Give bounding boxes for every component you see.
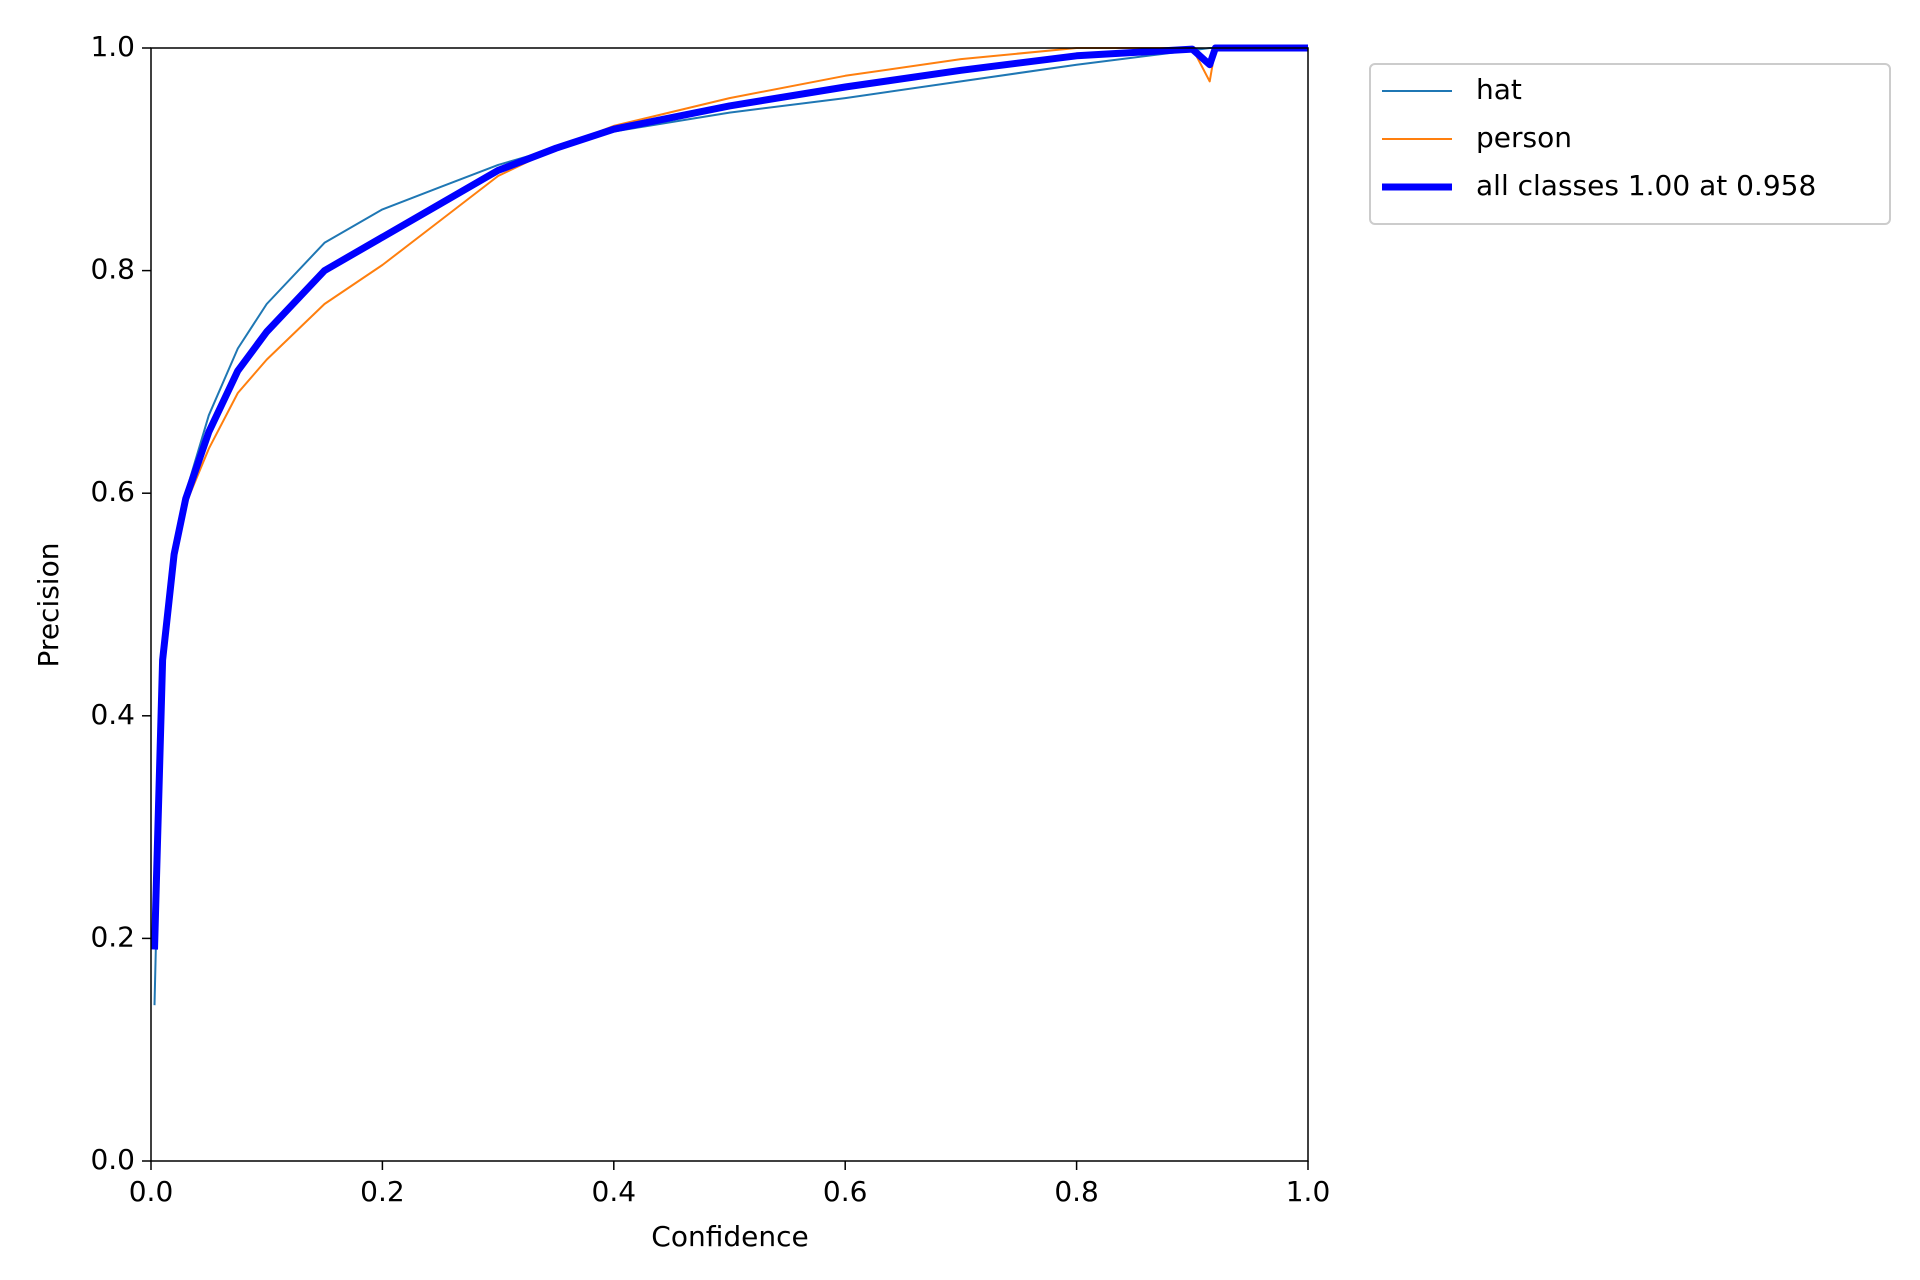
plot-frame [150,47,1309,1162]
y-tick-label: 0.4 [90,698,135,731]
y-tick-label: 0.6 [90,475,135,508]
series-line [153,47,1308,1006]
x-axis-label: Confidence [651,1220,808,1253]
y-tick-label: 0.2 [90,920,135,953]
x-tick-label: 1.0 [1286,1175,1331,1208]
y-axis-label: Precision [32,543,65,668]
y-tick-label: 0.8 [90,253,135,286]
x-tick-label: 0.0 [129,1175,174,1208]
series-line [153,47,1308,939]
x-tick-label: 0.4 [592,1175,637,1208]
legend-box [1369,63,1891,225]
y-tick-label: 1.0 [90,30,135,63]
legend-label: all classes 1.00 at 0.958 [1476,169,1816,202]
x-tick-label: 0.8 [1054,1175,1099,1208]
x-tick-label: 0.6 [823,1175,868,1208]
series-line [151,44,1308,950]
y-tick-label: 0.0 [90,1143,135,1176]
legend-label: person [1476,121,1572,154]
legend-label: hat [1476,73,1522,106]
x-tick-label: 0.2 [360,1175,405,1208]
